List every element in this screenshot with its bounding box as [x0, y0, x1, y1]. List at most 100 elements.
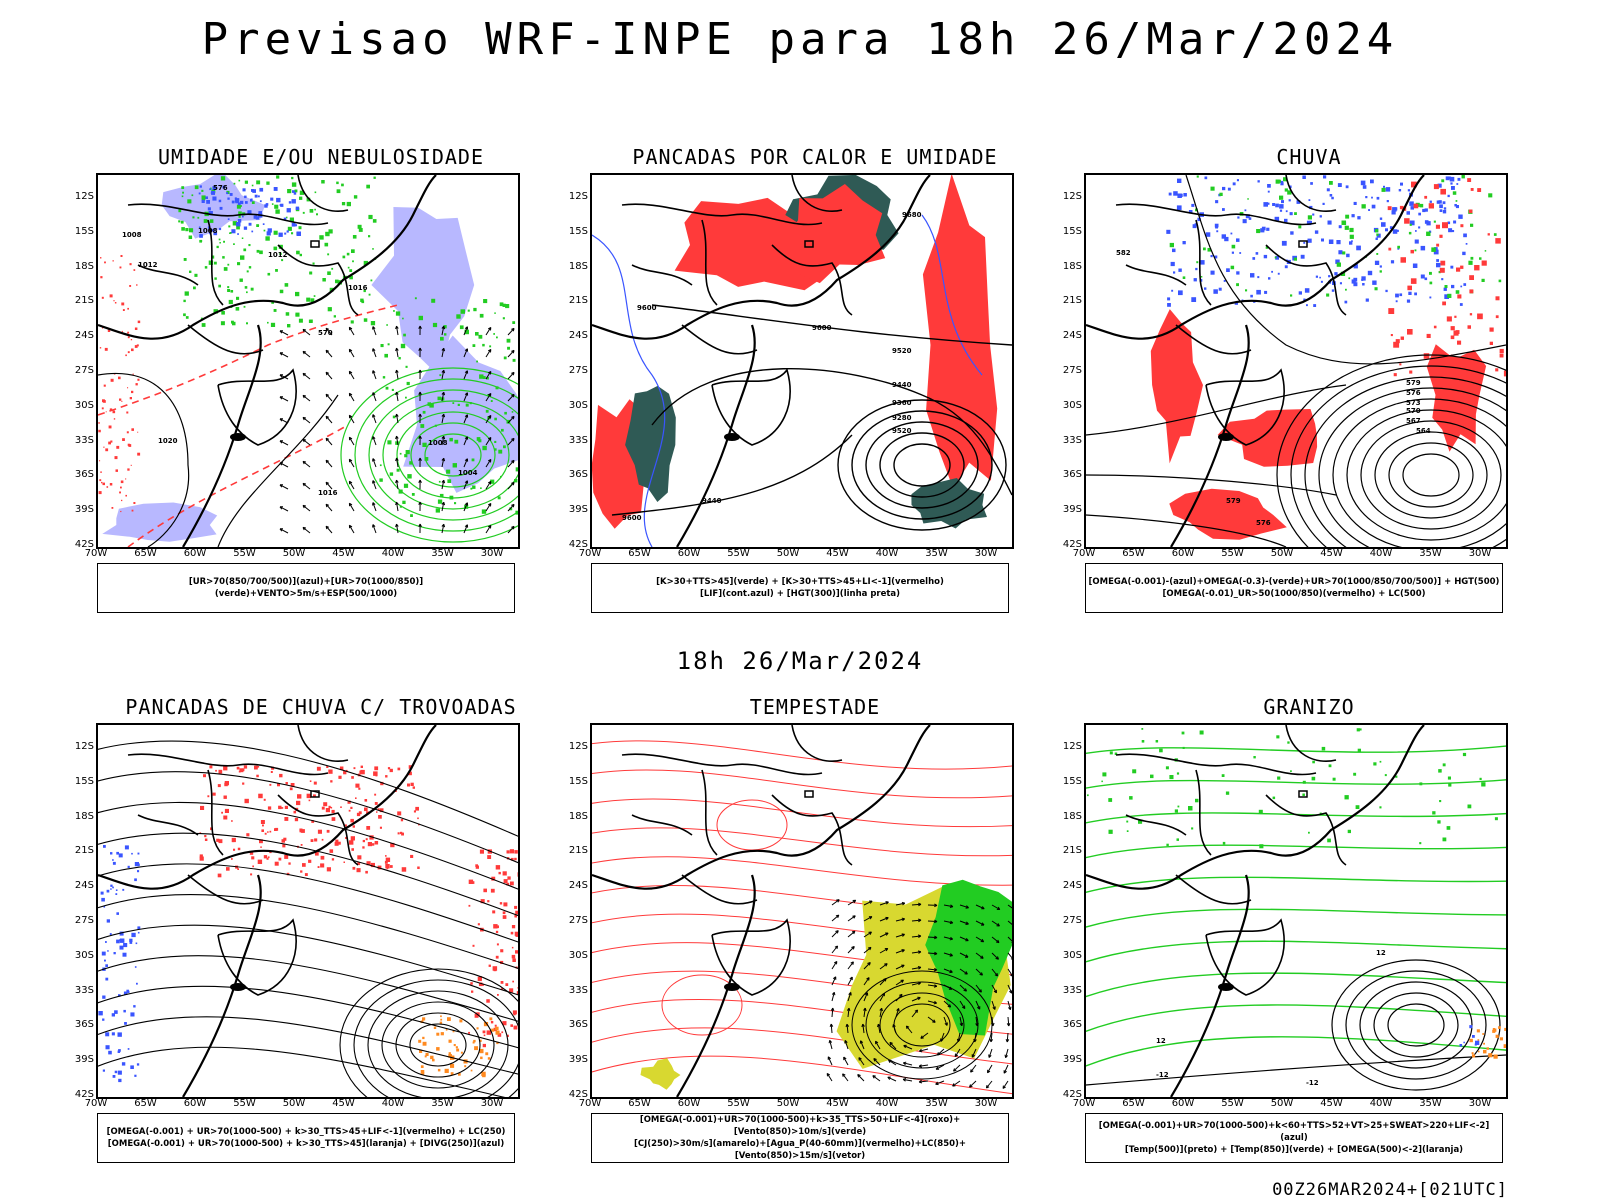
humidity-low-green [220, 321, 225, 326]
rain-red [1446, 316, 1452, 322]
humidity-mid-blue [219, 206, 223, 210]
storm-red [278, 805, 282, 810]
panel-title: UMIDADE E/OU NEBULOSIDADE [157, 145, 485, 169]
temp-850-line [1177, 805, 1180, 808]
omega-blue [1222, 186, 1226, 191]
wind-arrow [843, 1056, 849, 1066]
map-area[interactable] [590, 723, 1014, 1099]
humidity-low-green [494, 440, 497, 443]
humidity-low-green [237, 262, 241, 266]
wind-arrow [1007, 984, 1012, 994]
omega-blue [1257, 180, 1260, 183]
wind-arrow [831, 1007, 834, 1018]
wind-arrow [879, 992, 885, 1002]
contour-line [1402, 453, 1460, 497]
omega-blue [1319, 215, 1322, 218]
humidity-low-green [506, 338, 511, 343]
wind-arrow [396, 370, 399, 380]
storm-red [264, 832, 267, 835]
wind-arrow [485, 415, 492, 424]
wind-arrow [325, 393, 330, 398]
temp-850-line [1182, 746, 1185, 749]
wind-arrow [1006, 1023, 1011, 1027]
humidity-low-green [222, 256, 225, 259]
omega-blue [1439, 209, 1443, 212]
map-area[interactable]: 12 -12 -12 12 [1084, 723, 1508, 1099]
wind-arrow [441, 524, 445, 534]
wind-arrow [829, 1023, 834, 1027]
wind-arrow [863, 1007, 867, 1012]
omega-blue [1361, 276, 1366, 281]
humidity-low-green [211, 255, 215, 259]
wind-arrow [395, 457, 399, 462]
omega-blue [1302, 175, 1306, 179]
storm-red [337, 841, 341, 845]
map-area[interactable]: 9680 9600 9600 9520 9440 9360 9280 9520 9440 9600 [590, 173, 1014, 549]
storm-red [302, 863, 306, 867]
humidity-low-green [316, 213, 318, 216]
wind-arrow [487, 326, 492, 331]
lon-tick-label: 55W [1221, 1098, 1244, 1109]
thickness-red [137, 320, 141, 324]
humidity-low-green [201, 195, 206, 200]
humidity-low-green [241, 237, 244, 239]
omega-blue [1390, 260, 1395, 264]
omega-green [1426, 231, 1431, 236]
lagoon [724, 433, 740, 441]
map-area[interactable]: 585582579576573570567564579576 [1084, 173, 1508, 549]
humidity-low-green [267, 321, 269, 324]
humidity-low-green [475, 332, 479, 336]
wind-arrow [325, 503, 333, 512]
wind-arrow [906, 1025, 913, 1034]
contour-label: -12 [1306, 1079, 1319, 1087]
humidity-low-green [452, 463, 457, 468]
map-area[interactable] [96, 723, 520, 1099]
storm-red [514, 905, 518, 909]
storm-red [387, 767, 391, 770]
omega-blue [1328, 239, 1334, 244]
temp-850-line [1253, 756, 1256, 759]
contour-line [1388, 442, 1474, 508]
wind-arrow [943, 952, 953, 957]
lat-tick-label: 12S [568, 741, 588, 752]
omega-blue [1458, 214, 1463, 219]
divergence-blue [123, 1009, 126, 1013]
humidity-mid-blue [245, 201, 248, 204]
thickness-red [137, 452, 141, 456]
wind-arrow [441, 436, 445, 446]
omega-orange [1503, 1044, 1506, 1048]
omega-blue [1244, 209, 1247, 212]
lon-tick-label: 40W [875, 1098, 899, 1109]
wind-arrow [828, 1039, 833, 1044]
omega-orange [1488, 1053, 1493, 1058]
wind-arrow [991, 952, 999, 960]
omega-green [1397, 245, 1400, 249]
rain-red [1460, 265, 1464, 269]
wind-arrow [847, 1008, 850, 1018]
temp-850-line [1086, 844, 1506, 859]
thickness-red [127, 336, 130, 339]
divergence-blue [112, 861, 116, 865]
contour-label: 9680 [902, 211, 922, 219]
thickness-red [100, 276, 103, 279]
state-border [631, 264, 693, 286]
storm-red [374, 793, 377, 796]
rain-red [1393, 341, 1400, 348]
map-area[interactable]: 1008 1008 1012 1012 1016 1016 1020 1004 1008 576 5… [96, 173, 520, 549]
humidity-low-green [276, 175, 280, 179]
humidity-low-green [373, 176, 376, 179]
humidity-low-green [370, 321, 376, 326]
streamline [98, 924, 518, 996]
state-border [771, 244, 853, 316]
humidity-low-green [346, 252, 350, 256]
omega-blue [1172, 248, 1176, 253]
wind-arrow [887, 1076, 897, 1082]
omega-blue [1353, 282, 1358, 287]
lon-tick-label: 65W [134, 1098, 157, 1109]
capital-marker [804, 790, 814, 798]
wind-arrow [885, 901, 889, 905]
storm-red [374, 841, 379, 845]
omega-green [1488, 193, 1493, 198]
omega-blue [1285, 210, 1288, 213]
omega-blue [1365, 196, 1368, 199]
